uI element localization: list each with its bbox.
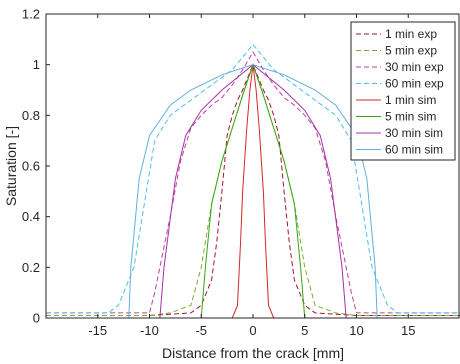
- x-tick-label: 0: [249, 323, 256, 338]
- series-line-1-min-exp: [46, 63, 460, 316]
- x-tick-label: 15: [401, 323, 415, 338]
- x-axis-label: Distance from the crack [mm]: [162, 345, 344, 361]
- y-tick-label: 0: [33, 311, 40, 326]
- legend-entry: 60 min sim: [385, 143, 443, 157]
- legend-box: [350, 21, 456, 161]
- y-tick-label: 1: [33, 57, 40, 72]
- y-tick-label: 0.2: [22, 260, 40, 275]
- x-tick-label: 5: [301, 323, 308, 338]
- legend-entry: 5 min exp: [385, 44, 437, 58]
- x-tick-label: 10: [349, 323, 363, 338]
- legend-entry: 1 min exp: [385, 27, 437, 41]
- legend-entry: 1 min sim: [385, 93, 436, 107]
- series-line-60-min-exp: [46, 43, 460, 314]
- x-tick-label: -15: [88, 323, 107, 338]
- series-layer: [46, 43, 460, 318]
- x-tick-label: -10: [140, 323, 159, 338]
- series-line-60-min-sim: [46, 64, 460, 318]
- legend-entry: 30 min exp: [385, 60, 444, 74]
- y-tick-label: 0.4: [22, 209, 40, 224]
- legend-entry: 60 min exp: [385, 77, 444, 91]
- legend-entry: 30 min sim: [385, 126, 443, 140]
- y-tick-label: 1.2: [22, 7, 40, 22]
- legend: 1 min exp 5 min exp 30 min exp 60 min exp 1 …: [350, 21, 456, 161]
- legend-entry: 5 min sim: [385, 110, 436, 124]
- x-tick-label: -5: [195, 323, 207, 338]
- y-tick-label: 0.6: [22, 159, 40, 174]
- y-tick-label: 0.8: [22, 108, 40, 123]
- ticks-layer: -15 -10 -5 0 5 10 15 0 0.2 0.4 0.6 0.8 1 1.2: [22, 7, 416, 339]
- y-axis-label: Saturation [-]: [3, 126, 19, 206]
